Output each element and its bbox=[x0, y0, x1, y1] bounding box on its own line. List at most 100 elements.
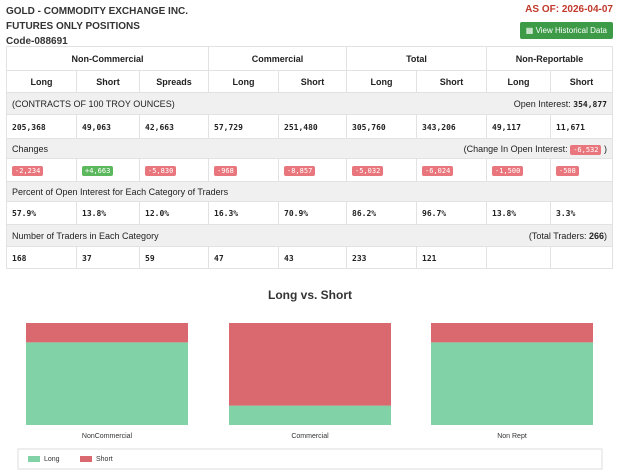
change-value: -8,857 bbox=[284, 166, 316, 176]
oi-value: 354,877 bbox=[573, 99, 607, 109]
percent-value: 3.3% bbox=[556, 209, 576, 218]
trader-value: 59 bbox=[145, 253, 155, 263]
change-value: -968 bbox=[214, 166, 237, 176]
position-value: 305,760 bbox=[352, 122, 386, 132]
chart: Long vs. Short NonCommercial Commercial No… bbox=[17, 288, 603, 470]
legend-label: Long bbox=[44, 456, 60, 463]
cell: 57.9% bbox=[6, 201, 77, 225]
cell: -968 bbox=[208, 158, 279, 182]
trader-value: 37 bbox=[82, 253, 92, 263]
historical-button[interactable]: ▦ View Historical Data bbox=[519, 22, 613, 39]
legend-box bbox=[17, 448, 603, 470]
chart-title: Long vs. Short bbox=[268, 288, 352, 302]
change-oi-label: (Change In Open Interest: bbox=[463, 143, 568, 154]
column-header: Spreads bbox=[139, 70, 209, 93]
change-value: +4,663 bbox=[82, 166, 114, 176]
legend-swatch bbox=[80, 456, 92, 462]
position-value: 49,063 bbox=[82, 122, 111, 132]
traders-label: Number of Traders in Each Category bbox=[12, 230, 159, 241]
changes-row: -2,234 +4,663 -5,830 -968 -8,857 -5,032 -6,024… bbox=[6, 158, 613, 182]
percent-value: 12.0% bbox=[145, 209, 170, 218]
column-header: Long bbox=[208, 70, 279, 93]
trader-value: 47 bbox=[214, 253, 224, 263]
cell: -2,234 bbox=[6, 158, 77, 182]
changes-label: Changes bbox=[12, 143, 49, 154]
column-header: Short bbox=[76, 70, 140, 93]
unit-row: (CONTRACTS OF 100 TROY OUNCES) Open Inte… bbox=[6, 92, 613, 115]
position-value: 11,671 bbox=[556, 122, 585, 132]
change-value: -2,234 bbox=[12, 166, 44, 176]
bar-segment bbox=[431, 342, 593, 425]
change-value: -5,830 bbox=[145, 166, 177, 176]
cell: +4,663 bbox=[76, 158, 140, 182]
changes-cell: Changes (Change In Open Interest: -6,532… bbox=[6, 138, 613, 159]
legend-label: Short bbox=[96, 456, 113, 463]
change-value: -1,500 bbox=[492, 166, 524, 176]
column-row: Long Short Spreads Long Short Long Short Long Sh… bbox=[6, 70, 613, 93]
cell: 57,729 bbox=[208, 114, 279, 139]
trader-value: 168 bbox=[12, 253, 27, 263]
percent-cell: Percent of Open Interest for Each Catego… bbox=[6, 181, 613, 202]
position-value: 49,117 bbox=[492, 122, 521, 132]
legend-swatch bbox=[28, 456, 40, 462]
x-tick-label: Non Rept bbox=[497, 433, 527, 440]
unit-note: (CONTRACTS OF 100 TROY OUNCES) bbox=[12, 98, 175, 109]
bar-segment bbox=[26, 342, 188, 425]
column-header: Long bbox=[6, 70, 77, 93]
cell: 168 bbox=[6, 246, 77, 269]
change-value: -6,024 bbox=[422, 166, 454, 176]
change-value: -508 bbox=[556, 166, 579, 176]
cell: 47 bbox=[208, 246, 279, 269]
cot-table: Non-Commercial Commercial Total Non-Repo… bbox=[6, 46, 613, 269]
x-tick-label: NonCommercial bbox=[82, 433, 133, 440]
trader-value: 233 bbox=[352, 253, 367, 263]
cell: 37 bbox=[76, 246, 140, 269]
traders-head: Number of Traders in Each Category (Tota… bbox=[6, 224, 613, 247]
group-row: Non-Commercial Commercial Total Non-Repo… bbox=[6, 46, 613, 71]
total-value: 266 bbox=[588, 230, 604, 241]
cell: 343,206 bbox=[416, 114, 487, 139]
total-traders: (Total Traders: 266) bbox=[529, 231, 607, 241]
percent-value: 86.2% bbox=[352, 209, 377, 218]
cell: 70.9% bbox=[278, 201, 347, 225]
cell: 3.3% bbox=[550, 201, 613, 225]
position-value: 42,663 bbox=[145, 122, 174, 132]
cell: 86.2% bbox=[346, 201, 417, 225]
button-label: View Historical Data bbox=[535, 26, 607, 35]
group: Non-Commercial bbox=[6, 46, 209, 71]
trader-value: 43 bbox=[284, 253, 294, 263]
title: GOLD - COMMODITY EXCHANGE INC. bbox=[6, 6, 189, 17]
total-label: (Total Traders: bbox=[528, 230, 587, 241]
unit-cell: (CONTRACTS OF 100 TROY OUNCES) Open Inte… bbox=[6, 92, 613, 115]
position-value: 57,729 bbox=[214, 122, 243, 132]
total-close: ) bbox=[604, 230, 607, 241]
position-value: 251,480 bbox=[284, 122, 318, 132]
cell: 59 bbox=[139, 246, 209, 269]
traders-row: 168 37 59 47 43 233 121 bbox=[6, 246, 613, 269]
bar-segment bbox=[229, 405, 391, 425]
position-value: 343,206 bbox=[422, 122, 456, 132]
cell: 49,117 bbox=[486, 114, 551, 139]
position-value: 205,368 bbox=[12, 122, 46, 132]
positions-row: 205,368 49,063 42,663 57,729 251,480 305,760 3… bbox=[6, 114, 613, 139]
change-oi: (Change In Open Interest: -6,532 ) bbox=[463, 143, 607, 155]
cell: 96.7% bbox=[416, 201, 487, 225]
cell: 49,063 bbox=[76, 114, 140, 139]
group: Commercial bbox=[208, 46, 347, 71]
bar-segment bbox=[431, 323, 593, 343]
change-value: -5,032 bbox=[352, 166, 384, 176]
column-header: Short bbox=[416, 70, 487, 93]
group: Non-Reportable bbox=[486, 46, 613, 71]
x-tick-label: Commercial bbox=[291, 433, 329, 440]
percent-value: 13.8% bbox=[492, 209, 517, 218]
change-oi-close: ) bbox=[604, 143, 607, 154]
cell: 13.8% bbox=[76, 201, 140, 225]
cell: 12.0% bbox=[139, 201, 209, 225]
bar-segment bbox=[26, 323, 188, 343]
subtitle: FUTURES ONLY POSITIONS bbox=[6, 21, 140, 32]
header: GOLD - COMMODITY EXCHANGE INC. FUTURES O… bbox=[6, 4, 188, 49]
percents-row: 57.9% 13.8% 12.0% 16.3% 70.9% 86.2% 96.7% 13.8%… bbox=[6, 201, 613, 225]
as-of: AS OF: 2026-04-07 bbox=[525, 4, 613, 15]
group: Total bbox=[346, 46, 487, 71]
